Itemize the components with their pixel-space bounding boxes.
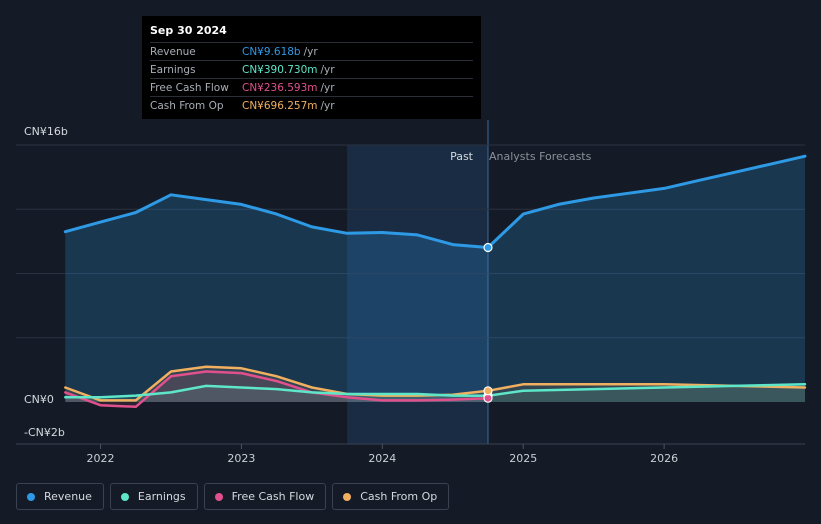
series-area-revenue xyxy=(65,156,806,402)
y-label-zero: CN¥0 xyxy=(24,393,54,406)
series-line-earnings xyxy=(64,383,807,399)
earnings-dot-icon xyxy=(120,492,129,501)
x-tick-label: 2024 xyxy=(368,452,396,465)
marker-revenue xyxy=(483,242,493,253)
forecast-label: Analysts Forecasts xyxy=(489,150,592,163)
past-label: Past xyxy=(450,150,474,163)
tooltip-row-cash-from-op: Cash From Op CN¥696.257m /yr xyxy=(150,96,473,114)
x-tick-label: 2023 xyxy=(227,452,255,465)
tooltip-label: Earnings xyxy=(150,63,196,76)
x-tick-label: 2025 xyxy=(509,452,537,465)
legend-item-revenue[interactable]: Revenue xyxy=(16,483,104,510)
tooltip: Sep 30 2024 Revenue CN¥9.618b /yr Earnin… xyxy=(142,16,481,119)
y-label-bottom: -CN¥2b xyxy=(24,426,65,439)
tooltip-unit: /yr xyxy=(303,45,318,58)
x-tick-label: 2026 xyxy=(650,452,678,465)
marker-cash-from-op xyxy=(483,386,493,396)
legend-label: Cash From Op xyxy=(360,490,438,503)
tooltip-label: Free Cash Flow xyxy=(150,81,229,94)
tooltip-date: Sep 30 2024 xyxy=(150,24,227,37)
tooltip-unit: /yr xyxy=(320,81,335,94)
tooltip-label: Revenue xyxy=(150,45,196,58)
tooltip-value: CN¥236.593m xyxy=(242,81,318,94)
tooltip-row-free-cash-flow: Free Cash Flow CN¥236.593m /yr xyxy=(150,78,473,96)
legend-item-cash-from-op[interactable]: Cash From Op xyxy=(332,483,450,510)
legend-label: Revenue xyxy=(44,490,92,503)
legend-label: Free Cash Flow xyxy=(231,490,315,503)
tooltip-value: CN¥390.730m xyxy=(242,63,318,76)
tooltip-value: CN¥9.618b xyxy=(242,45,301,58)
tooltip-unit: /yr xyxy=(320,99,335,112)
free-cash-flow-dot-icon xyxy=(214,492,223,501)
series-line-revenue xyxy=(63,154,807,249)
legend-item-free-cash-flow[interactable]: Free Cash Flow xyxy=(203,483,327,510)
y-label-top: CN¥16b xyxy=(24,125,68,138)
series-line-free-cash-flow xyxy=(64,370,490,409)
tooltip-label: Cash From Op xyxy=(150,99,224,112)
legend-item-earnings[interactable]: Earnings xyxy=(109,483,198,510)
tooltip-row-revenue: Revenue CN¥9.618b /yr xyxy=(150,42,473,60)
revenue-dot-icon xyxy=(27,492,35,501)
tooltip-value: CN¥696.257m xyxy=(242,99,318,112)
legend-label: Earnings xyxy=(137,490,186,503)
cash-from-op-dot-icon xyxy=(343,492,352,501)
legend: Revenue Earnings Free Cash Flow Cash Fro… xyxy=(16,483,450,510)
tooltip-row-earnings: Earnings CN¥390.730m /yr xyxy=(150,60,473,78)
tooltip-unit: /yr xyxy=(320,63,335,76)
x-tick-label: 2022 xyxy=(87,452,115,465)
